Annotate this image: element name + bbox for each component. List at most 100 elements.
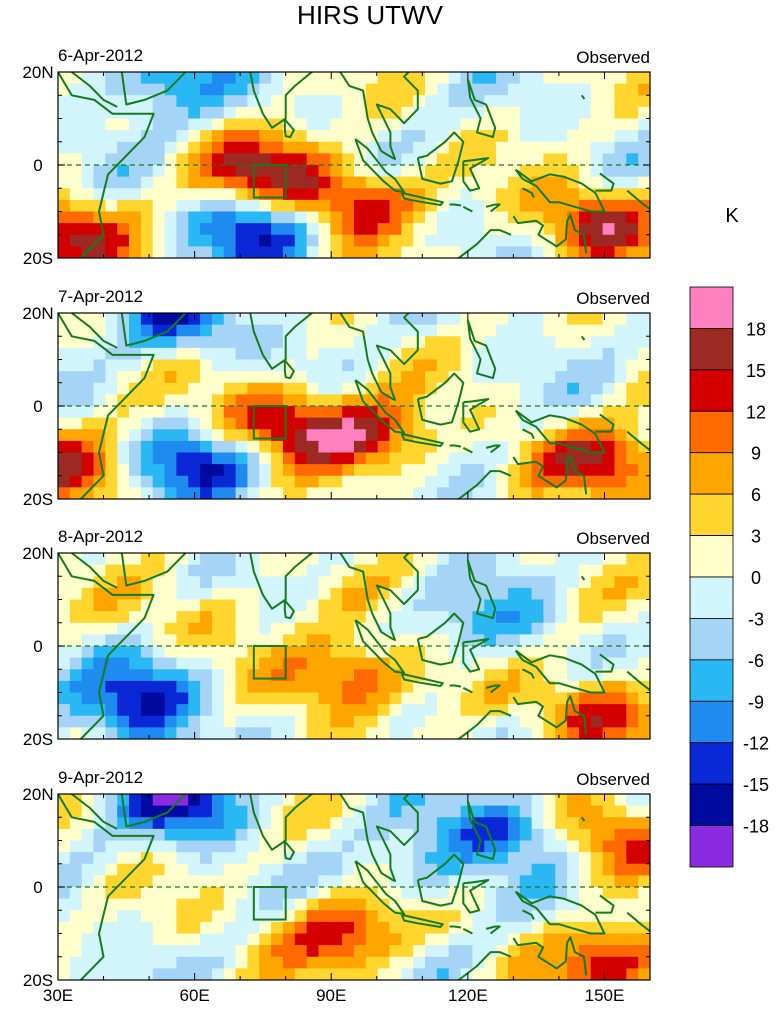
field-cell xyxy=(211,564,225,577)
field-cell xyxy=(58,347,71,361)
field-cell xyxy=(401,371,414,384)
field-cell xyxy=(496,587,509,601)
field-cell xyxy=(176,83,189,96)
field-cell xyxy=(496,669,509,682)
field-cell xyxy=(614,153,627,166)
field-cell xyxy=(602,464,616,477)
field-cell xyxy=(650,623,662,635)
field-cell xyxy=(413,382,426,395)
coastline xyxy=(416,372,465,426)
field-cell xyxy=(496,336,509,349)
field-cell xyxy=(567,852,580,865)
coastline xyxy=(580,575,586,581)
field-cell xyxy=(377,313,391,326)
field-cell xyxy=(318,564,331,577)
field-cell xyxy=(282,921,296,935)
field-cell xyxy=(365,634,379,647)
field-cell xyxy=(413,487,426,499)
field-cell xyxy=(401,165,414,178)
field-cell xyxy=(188,464,201,477)
field-cell xyxy=(531,359,545,372)
field-cell xyxy=(188,211,201,224)
field-cell xyxy=(152,933,166,946)
field-cell xyxy=(638,313,650,326)
field-cell xyxy=(354,165,367,178)
field-cell xyxy=(318,382,331,395)
field-cell xyxy=(176,188,189,201)
field-cell xyxy=(342,945,355,958)
field-cell xyxy=(223,704,237,717)
field-cell xyxy=(401,646,414,659)
field-cell xyxy=(484,417,497,430)
field-cell xyxy=(413,887,426,900)
field-cell xyxy=(590,564,604,577)
field-cell xyxy=(164,657,177,670)
field-cell xyxy=(140,371,154,384)
field-cell xyxy=(436,805,450,818)
field-cell xyxy=(318,828,331,842)
field-cell xyxy=(330,487,343,499)
field-cell xyxy=(117,715,130,728)
field-cell xyxy=(235,452,249,465)
field-cell xyxy=(235,863,249,876)
field-cell xyxy=(58,898,71,911)
field-cell xyxy=(578,211,592,224)
field-cell xyxy=(401,933,414,946)
field-cell xyxy=(93,968,106,980)
colorbar-swatch xyxy=(689,576,734,619)
field-cell xyxy=(188,863,201,876)
field-cell xyxy=(602,945,616,958)
field-cell xyxy=(425,324,438,337)
field-cell xyxy=(282,382,296,395)
field-cell xyxy=(614,564,627,577)
field-cell xyxy=(164,234,177,247)
field-cell xyxy=(200,176,213,189)
field-cell xyxy=(472,805,485,818)
field-cell xyxy=(484,475,497,488)
field-cell xyxy=(496,828,509,842)
field-cell xyxy=(555,564,568,577)
field-cell xyxy=(152,840,166,853)
field-cell xyxy=(188,324,201,337)
field-cell xyxy=(413,599,426,612)
coastline xyxy=(354,379,406,434)
field-cell xyxy=(365,72,379,85)
field-cell xyxy=(58,910,71,923)
field-cell xyxy=(448,692,462,705)
field-cell xyxy=(318,464,331,477)
field-cell xyxy=(389,130,402,143)
field-cell xyxy=(318,141,331,154)
field-cell xyxy=(342,646,355,659)
field-cell xyxy=(567,347,580,361)
field-cell xyxy=(235,933,249,946)
field-cell xyxy=(650,313,662,325)
field-cell xyxy=(282,72,296,85)
field-cell xyxy=(117,336,130,349)
field-cell xyxy=(342,956,355,969)
field-cell xyxy=(176,141,189,154)
field-cell xyxy=(448,382,462,395)
field-cell xyxy=(282,933,296,946)
field-cell xyxy=(413,246,426,258)
field-cell xyxy=(460,440,473,454)
coastline xyxy=(626,911,650,932)
field-cell xyxy=(448,817,462,830)
field-cell xyxy=(140,382,154,395)
field-cell xyxy=(58,553,71,566)
field-cell xyxy=(117,118,130,131)
field-cell xyxy=(519,211,533,224)
field-cell xyxy=(200,828,213,842)
field-cell xyxy=(164,587,177,601)
field-cell xyxy=(81,106,95,120)
field-cell xyxy=(638,863,650,876)
field-cell xyxy=(365,727,379,739)
field-cell xyxy=(69,657,83,670)
field-cell xyxy=(129,704,142,717)
field-cell xyxy=(555,817,568,830)
field-cell xyxy=(129,429,142,442)
field-cell xyxy=(152,634,166,647)
field-cell xyxy=(93,828,106,842)
field-cell xyxy=(507,464,521,477)
field-cell xyxy=(294,794,308,807)
